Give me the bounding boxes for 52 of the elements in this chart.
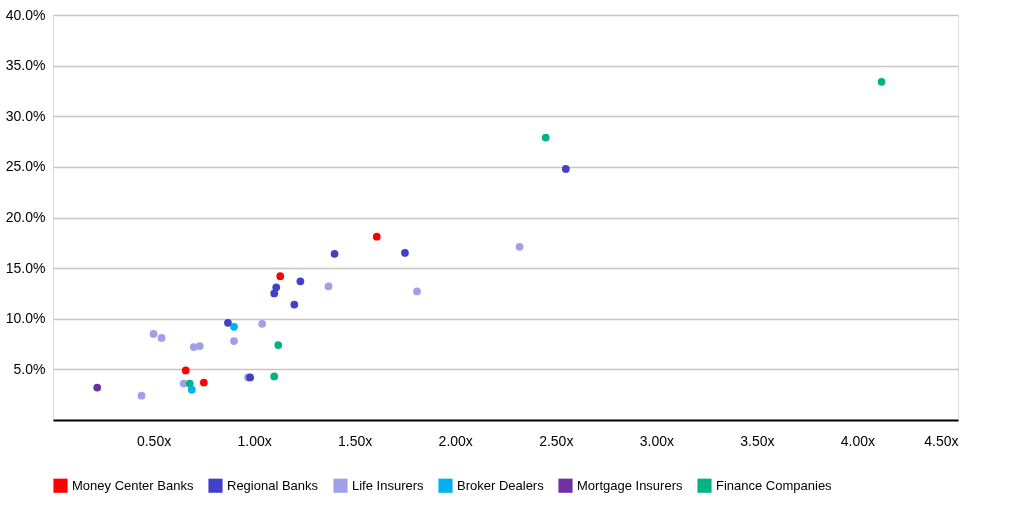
x-tick-label: 2.50x bbox=[539, 432, 574, 449]
point bbox=[401, 249, 409, 257]
y-tick-label: 15.0% bbox=[5, 259, 46, 276]
y-tick-label: 5.0% bbox=[13, 360, 46, 377]
y-tick-label: 25.0% bbox=[5, 158, 46, 175]
y-tick-label: 35.0% bbox=[5, 57, 46, 74]
legend-label: Life Insurers bbox=[352, 477, 425, 493]
y-tick-label: 20.0% bbox=[5, 209, 46, 225]
point bbox=[561, 165, 570, 173]
x-tick-label: 0.50x bbox=[136, 432, 172, 449]
point bbox=[195, 342, 204, 350]
point bbox=[515, 243, 524, 251]
point bbox=[413, 287, 421, 296]
y-tick-label: 40.0% bbox=[5, 6, 46, 23]
y-tick-label: 10.0% bbox=[5, 310, 46, 327]
x-tick-label: 2.00x bbox=[438, 432, 473, 449]
x-tick-label: 4.50x bbox=[924, 432, 959, 449]
point bbox=[230, 322, 238, 331]
point bbox=[149, 330, 158, 338]
point bbox=[157, 334, 166, 342]
x-tick-label: 1.50x bbox=[338, 432, 373, 449]
point bbox=[276, 272, 285, 281]
point bbox=[541, 133, 550, 142]
point bbox=[230, 337, 238, 345]
point bbox=[181, 366, 190, 375]
x-tick-label: 3.50x bbox=[740, 432, 775, 449]
legend-label: Money Center Banks bbox=[72, 477, 194, 493]
point bbox=[324, 282, 333, 291]
point bbox=[296, 277, 305, 286]
legend-label: Broker Dealers bbox=[457, 477, 545, 493]
point bbox=[290, 300, 299, 309]
x-tick-label: 3.00x bbox=[639, 432, 674, 449]
legend-label: Regional Banks bbox=[227, 477, 319, 493]
point bbox=[185, 379, 194, 388]
point bbox=[372, 232, 381, 241]
y-tick-label: 30.0% bbox=[5, 107, 46, 124]
point bbox=[270, 289, 279, 298]
point bbox=[93, 383, 102, 392]
point bbox=[330, 250, 339, 258]
point bbox=[877, 77, 886, 86]
legend-label: Mortgage Insurers bbox=[577, 477, 683, 493]
point bbox=[258, 319, 267, 328]
point bbox=[270, 372, 279, 381]
point bbox=[224, 318, 232, 327]
legend-label: Finance Companies bbox=[716, 477, 833, 493]
x-tick-label: 4.00x bbox=[840, 432, 876, 449]
point bbox=[272, 283, 281, 292]
point bbox=[187, 385, 196, 394]
x-tick-label: 1.00x bbox=[237, 432, 272, 449]
point bbox=[274, 341, 283, 349]
point bbox=[137, 391, 146, 400]
point bbox=[199, 378, 208, 387]
